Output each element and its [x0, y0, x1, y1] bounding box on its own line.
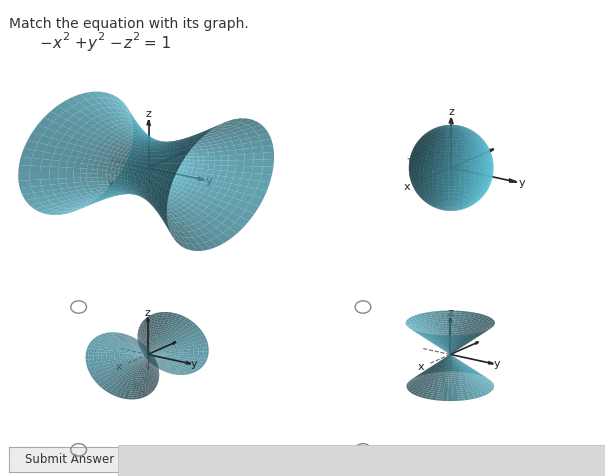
Text: 2: 2: [132, 32, 139, 42]
Text: +: +: [70, 36, 92, 51]
Text: z: z: [123, 36, 131, 51]
Text: Submit Answer: Submit Answer: [25, 453, 114, 466]
Text: 2: 2: [62, 32, 70, 42]
Text: = 1: = 1: [139, 36, 171, 51]
Text: Match the equation with its graph.: Match the equation with its graph.: [9, 17, 249, 30]
Text: −: −: [39, 36, 52, 51]
Text: y: y: [88, 36, 97, 51]
Text: x: x: [53, 36, 62, 51]
Text: 2: 2: [97, 32, 105, 42]
Text: −: −: [105, 36, 127, 51]
